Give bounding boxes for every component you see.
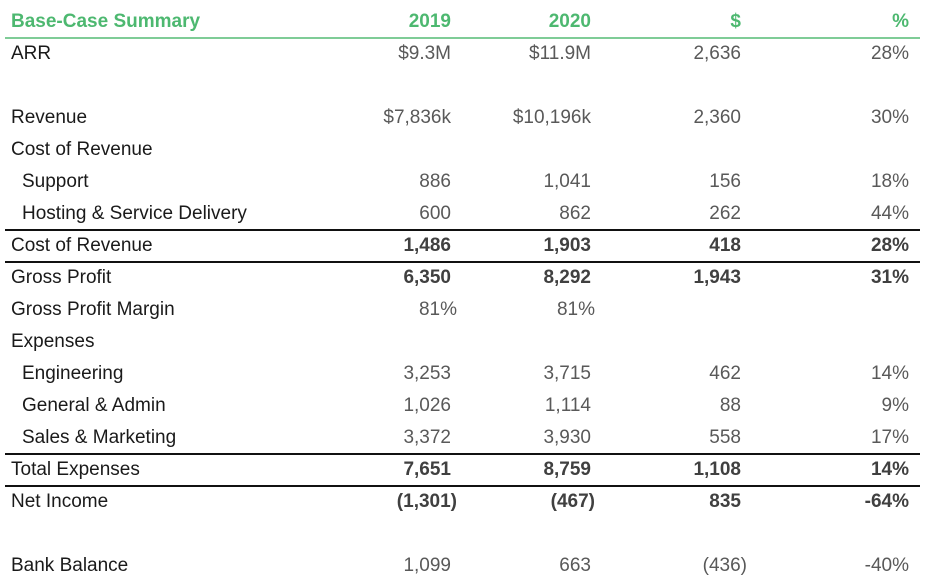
row-label: Total Expenses	[11, 459, 140, 480]
cell-pct: -40%	[864, 555, 909, 576]
cell-pct: 17%	[870, 427, 909, 448]
header-2019: 2019	[408, 11, 451, 32]
cell-pct: 30%	[870, 107, 909, 128]
row-general-admin: General & Admin 1,026 1,114 88 9%	[0, 390, 922, 422]
cell-2020: $10,196k	[512, 107, 591, 128]
cell-pct: 28%	[870, 43, 909, 64]
cell-dollar: 2,360	[693, 107, 741, 128]
cell-pct: -64%	[864, 491, 909, 512]
cell-dollar: 558	[709, 427, 741, 448]
cell-2020: 8,759	[543, 459, 591, 480]
row-hosting-service-delivery: Hosting & Service Delivery 600 862 262 4…	[0, 198, 922, 230]
subtotal-divider	[5, 229, 920, 231]
total-divider	[5, 485, 920, 487]
row-expenses-heading: Expenses	[0, 326, 922, 358]
row-gross-profit: Gross Profit 6,350 8,292 1,943 31%	[0, 262, 922, 294]
row-label: Cost of Revenue	[11, 139, 153, 160]
cell-2020: 862	[559, 203, 591, 224]
row-cost-of-revenue-total: Cost of Revenue 1,486 1,903 418 28%	[0, 230, 922, 262]
row-support: Support 886 1,041 156 18%	[0, 166, 922, 198]
cell-pct: 31%	[870, 267, 909, 288]
row-label: Hosting & Service Delivery	[22, 203, 247, 224]
header-2020: 2020	[548, 11, 591, 32]
header-percent-change: %	[892, 11, 909, 32]
cell-2020: 3,715	[543, 363, 591, 384]
row-label: ARR	[11, 43, 52, 64]
cell-2020: 3,930	[543, 427, 591, 448]
header-divider	[5, 37, 920, 39]
cell-dollar: 1,108	[693, 459, 741, 480]
cell-2019: 1,026	[403, 395, 451, 416]
subtotal-divider	[5, 453, 920, 455]
row-label: Gross Profit Margin	[11, 299, 175, 320]
cell-2020: $11.9M	[529, 43, 591, 64]
cell-2019: $9.3M	[398, 43, 451, 64]
row-total-expenses: Total Expenses 7,651 8,759 1,108 14%	[0, 454, 922, 486]
row-revenue: Revenue $7,836k $10,196k 2,360 30%	[0, 102, 922, 134]
cell-2020: (467)	[550, 491, 595, 512]
row-label: Bank Balance	[11, 555, 129, 576]
row-label: Gross Profit	[11, 267, 112, 288]
cell-2019: 6,350	[403, 267, 451, 288]
row-label: Engineering	[22, 363, 124, 384]
cell-2019: (1,301)	[396, 491, 457, 512]
cell-dollar: 462	[709, 363, 741, 384]
row-bank-balance: Bank Balance 1,099 663 (436) -40%	[0, 550, 922, 582]
summary-title: Base-Case Summary	[11, 11, 201, 32]
cell-2019: 600	[419, 203, 451, 224]
cell-dollar: 156	[709, 171, 741, 192]
cell-2019: 3,372	[403, 427, 451, 448]
cell-pct: 18%	[870, 171, 909, 192]
cell-2019: 3,253	[403, 363, 451, 384]
cell-2020: 81%	[556, 299, 595, 320]
cell-2019: 1,486	[403, 235, 451, 256]
cell-2020: 8,292	[543, 267, 591, 288]
cell-2020: 663	[559, 555, 591, 576]
cell-dollar: 835	[709, 491, 741, 512]
row-label: Cost of Revenue	[11, 235, 153, 256]
cell-pct: 14%	[870, 459, 909, 480]
cell-2019: 1,099	[403, 555, 451, 576]
row-label: General & Admin	[22, 395, 166, 416]
cell-dollar: 1,943	[693, 267, 741, 288]
row-cost-of-revenue-heading: Cost of Revenue	[0, 134, 922, 166]
row-label: Net Income	[11, 491, 109, 512]
cell-dollar: 262	[709, 203, 741, 224]
cell-pct: 28%	[870, 235, 909, 256]
cell-2020: 1,114	[544, 395, 591, 416]
cell-pct: 9%	[881, 395, 909, 416]
cell-dollar: 418	[709, 235, 741, 256]
cell-dollar: 88	[719, 395, 741, 416]
row-arr: ARR $9.3M $11.9M 2,636 28%	[0, 38, 922, 70]
row-engineering: Engineering 3,253 3,715 462 14%	[0, 358, 922, 390]
header-row: Base-Case Summary 2019 2020 $ %	[0, 6, 922, 38]
row-net-income: Net Income (1,301) (467) 835 -64%	[0, 486, 922, 518]
cell-pct: 44%	[870, 203, 909, 224]
row-gross-profit-margin: Gross Profit Margin 81% 81%	[0, 294, 922, 326]
cell-2019: 886	[419, 171, 451, 192]
row-label: Revenue	[11, 107, 88, 128]
row-label: Support	[22, 171, 89, 192]
cell-2019: 7,651	[403, 459, 451, 480]
cell-dollar: (436)	[702, 555, 747, 576]
cell-2019: 81%	[418, 299, 457, 320]
cell-pct: 14%	[870, 363, 909, 384]
row-label: Expenses	[11, 331, 95, 352]
header-dollar-change: $	[730, 11, 741, 32]
cell-2020: 1,903	[543, 235, 591, 256]
row-label: Sales & Marketing	[22, 427, 177, 448]
cell-dollar: 2,636	[693, 43, 741, 64]
cell-2019: $7,836k	[383, 107, 451, 128]
cell-2020: 1,041	[543, 171, 591, 192]
total-divider	[5, 261, 920, 263]
row-sales-marketing: Sales & Marketing 3,372 3,930 558 17%	[0, 422, 922, 454]
